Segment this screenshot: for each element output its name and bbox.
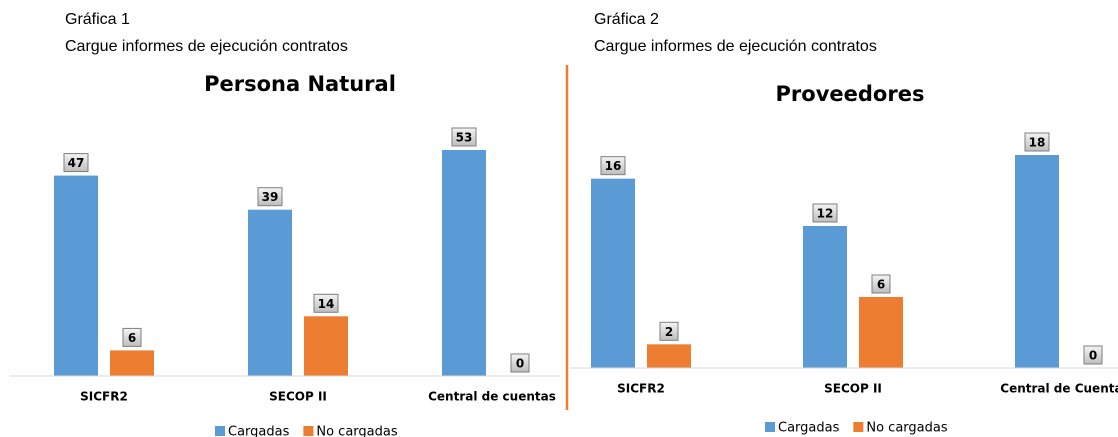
bar [54, 175, 98, 376]
bar [591, 178, 635, 368]
bar [859, 297, 903, 368]
data-label: 0 [1089, 349, 1097, 363]
data-label-box [122, 327, 142, 347]
x-tick-label: SECOP II [269, 390, 327, 404]
x-tick-label: Central de Cuentas [1000, 382, 1118, 396]
data-label: 0 [516, 357, 524, 371]
data-label-box [871, 274, 891, 294]
legend-swatch [765, 422, 775, 432]
legend-swatch [303, 426, 314, 436]
data-label-box [1024, 132, 1050, 152]
data-label: 16 [605, 159, 622, 173]
data-label: 47 [68, 156, 85, 170]
bar [304, 316, 348, 376]
bar [647, 344, 691, 368]
legend-swatch [853, 422, 864, 432]
data-label-box [63, 153, 89, 173]
x-tick-label: SICFR2 [80, 390, 128, 404]
chart-subtitle: Cargue informes de ejecución contratos [594, 38, 877, 55]
chart-subtitle: Cargue informes de ejecución contratos [65, 38, 348, 55]
data-label-box [510, 353, 530, 373]
data-label: 2 [665, 325, 673, 339]
chart-label: Gráfica 2 [594, 11, 659, 28]
data-label-box [1083, 345, 1103, 365]
bar [1015, 155, 1059, 368]
chart-title: Persona Natural [204, 72, 396, 96]
data-label: 39 [262, 190, 279, 204]
data-label-box [257, 187, 283, 207]
bar [442, 150, 486, 376]
data-label: 53 [456, 131, 473, 145]
bar [803, 226, 847, 368]
chart-label: Gráfica 1 [65, 11, 130, 28]
data-label-box [812, 203, 838, 223]
x-tick-label: Central de cuentas [428, 390, 556, 404]
chart-title: Proveedores [776, 82, 925, 106]
data-label: 12 [817, 207, 834, 221]
bar [110, 350, 154, 376]
legend-label: No cargadas [316, 425, 397, 437]
data-label: 6 [877, 278, 885, 292]
x-tick-label: SICFR2 [617, 382, 665, 396]
data-label: 6 [128, 331, 136, 345]
legend-label: No cargadas [866, 421, 947, 436]
data-label-box [659, 321, 679, 341]
legend-swatch [215, 426, 225, 436]
data-label-box [313, 293, 339, 313]
data-label: 14 [318, 297, 335, 311]
legend-label: Cargadas [228, 425, 290, 437]
x-tick-label: SECOP II [824, 382, 882, 396]
data-label-box [451, 127, 477, 147]
legend-label: Cargadas [778, 421, 840, 436]
bar [248, 209, 292, 376]
data-label-box [600, 156, 626, 176]
data-label: 18 [1029, 136, 1046, 150]
